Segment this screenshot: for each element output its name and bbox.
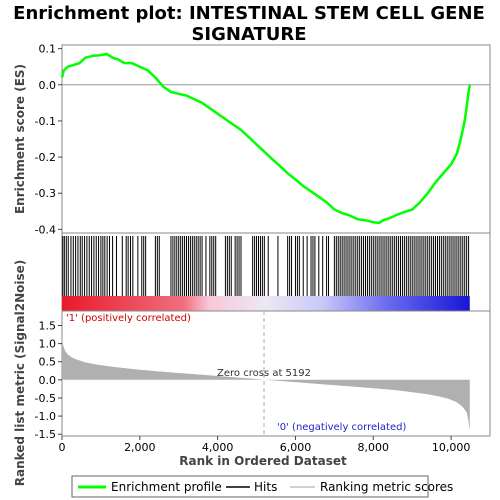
zero-cross-label: Zero cross at 5192 (217, 368, 311, 379)
es-y-tick-label: 0.1 (39, 43, 57, 56)
es-y-tick-label: -0.3 (35, 187, 56, 200)
legend: Enrichment profile Hits Ranking metric s… (71, 475, 453, 498)
metric-y-ticks: 1.5 1.0 0.5 0.0 -0.5 -1.0 -1.5 (35, 319, 62, 441)
ranked-list-color-bar (62, 296, 470, 311)
hits-group (62, 236, 470, 296)
legend-label-enrichment-profile: Enrichment profile (111, 480, 222, 494)
enrichment-profile-line (60, 52, 472, 225)
x-tick-label: 2,000 (124, 441, 156, 454)
x-tick-label: 4,000 (202, 441, 234, 454)
es-y-ticks: 0.1 0.0 -0.1 -0.2 -0.3 -0.4 (35, 43, 62, 236)
chart-title-line2: SIGNATURE (191, 24, 306, 45)
legend-label-ranking-metric: Ranking metric scores (320, 480, 453, 494)
ranking-metric-area (62, 336, 470, 431)
positive-correlation-label: '1' (positively correlated) (66, 313, 191, 324)
es-y-axis-title: Enrichment score (ES) (13, 64, 27, 214)
es-y-tick-label: -0.4 (35, 223, 56, 236)
x-tick-label: 6,000 (280, 441, 312, 454)
legend-label-hits: Hits (254, 480, 277, 494)
chart-title-line1: Enrichment plot: INTESTINAL STEM CELL GE… (13, 3, 485, 24)
metric-y-tick-label: 0.5 (39, 356, 57, 369)
es-y-tick-label: 0.0 (39, 79, 57, 92)
metric-y-tick-label: 1.0 (39, 338, 57, 351)
metric-y-tick-label: 0.0 (39, 374, 57, 387)
metric-y-tick-label: 1.5 (39, 319, 57, 332)
metric-y-tick-label: -1.5 (35, 428, 56, 441)
metric-y-tick-label: -0.5 (35, 392, 56, 405)
metric-y-axis-title: Ranked list metric (Signal2Noise) (13, 260, 27, 487)
x-ticks: 0 2,000 4,000 6,000 8,000 10,000 (59, 436, 471, 454)
negative-correlation-label: '0' (negatively correlated) (277, 422, 406, 433)
x-tick-label: 10,000 (432, 441, 471, 454)
x-tick-label: 0 (59, 441, 66, 454)
x-axis-title: Rank in Ordered Dataset (179, 454, 347, 468)
metric-y-tick-label: -1.0 (35, 410, 56, 423)
x-tick-label: 8,000 (358, 441, 390, 454)
es-y-tick-label: -0.1 (35, 115, 56, 128)
es-y-tick-label: -0.2 (35, 151, 56, 164)
es-panel-frame (61, 44, 491, 234)
